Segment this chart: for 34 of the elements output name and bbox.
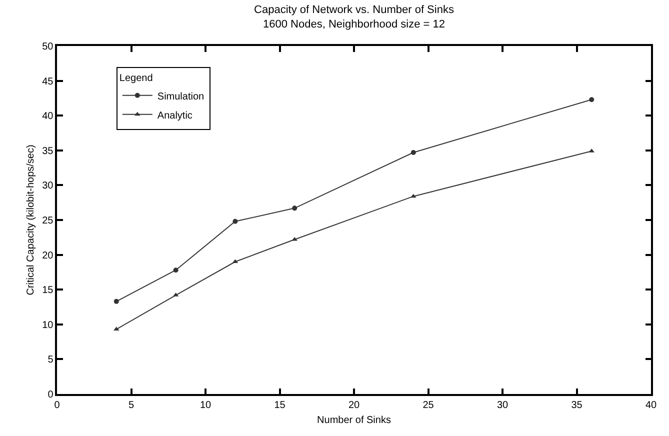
y-tick-label: 30 bbox=[42, 180, 54, 192]
chart-subtitle: 1600 Nodes, Neighborhood size = 12 bbox=[263, 18, 445, 30]
x-tick-label: 10 bbox=[200, 400, 212, 411]
x-tick-label: 30 bbox=[496, 400, 508, 411]
y-tick-label: 40 bbox=[42, 111, 54, 122]
y-tick-label: 35 bbox=[42, 146, 54, 157]
point bbox=[589, 97, 594, 102]
y-tick-label: 25 bbox=[42, 216, 54, 226]
point bbox=[232, 218, 238, 224]
chart-title: Capacity of Network vs. Number of Sinks bbox=[254, 4, 454, 16]
y-tick-label: 0 bbox=[48, 390, 54, 400]
y-tick-label: 20 bbox=[42, 250, 54, 262]
x-tick-label: 35 bbox=[571, 400, 583, 411]
point bbox=[410, 150, 416, 155]
x-tick-label: 15 bbox=[274, 400, 286, 411]
point bbox=[173, 268, 178, 273]
x-tick-label: 20 bbox=[348, 400, 360, 411]
y-tick-label: 5 bbox=[48, 354, 54, 366]
y-tick-label: 15 bbox=[42, 285, 54, 296]
point bbox=[410, 194, 416, 198]
point bbox=[114, 326, 120, 331]
x-axis-title: Number of Sinks bbox=[317, 414, 391, 426]
y-tick-label: 10 bbox=[42, 320, 54, 331]
x-tick-label: 25 bbox=[422, 400, 434, 411]
x-tick-label: 40 bbox=[645, 400, 657, 411]
legend-label: Simulation bbox=[157, 91, 204, 102]
point bbox=[292, 206, 298, 211]
legend-label: Analytic bbox=[157, 110, 192, 122]
y-tick-label: 45 bbox=[42, 76, 54, 88]
x-tick-label: 5 bbox=[128, 400, 134, 411]
legend-title: Legend bbox=[119, 72, 153, 84]
y-tick-label: 50 bbox=[42, 42, 54, 52]
y-axis-title: Critical Capacity (kilobit-hops/sec) bbox=[26, 144, 37, 296]
point bbox=[114, 298, 119, 304]
